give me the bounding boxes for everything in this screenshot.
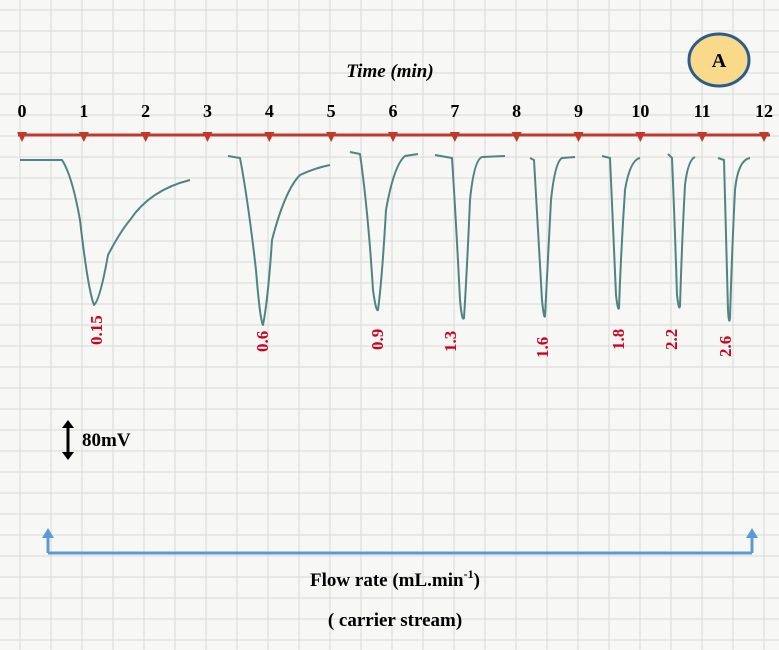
flow-rate-label: 0.6 [253,331,272,352]
time-axis-title: Time (min) [346,61,433,82]
time-tick-label: 1 [79,101,88,121]
flow-rate-text: Flow rate (mL.min [310,570,464,591]
time-tick-label: 7 [450,101,459,121]
time-tick-label: 6 [389,101,398,121]
flow-rate-label: 1.8 [609,329,628,350]
scale-bar-label: 80mV [82,430,131,451]
time-tick-label: 9 [574,101,583,121]
time-tick-label: 12 [755,101,773,121]
flow-rate-title: Flow rate (mL.min-1) [310,567,480,591]
flow-rate-label: 0.9 [368,329,387,350]
flow-rate-label: 1.6 [533,337,552,358]
time-tick-label: 5 [327,101,336,121]
carrier-label: ( carrier stream) [328,610,462,631]
time-tick-label: 2 [141,101,150,121]
flow-rate-exponent: -1 [464,567,474,581]
time-tick-label: 0 [18,101,27,121]
flow-rate-label: 1.3 [441,331,460,352]
time-tick-label: 3 [203,101,212,121]
flow-rate-label: 0.15 [87,315,106,345]
time-tick-label: 11 [694,101,711,121]
flow-rate-label: 2.2 [662,329,681,350]
flow-rate-close: ) [474,570,480,591]
panel-label: A [712,50,727,72]
figure: A Time (min) 0123456789101112 0.150.60.9… [0,0,779,650]
time-tick-label: 4 [265,101,274,121]
flow-rate-label: 2.6 [716,336,735,357]
time-tick-label: 10 [631,101,649,121]
time-tick-label: 8 [512,101,521,121]
